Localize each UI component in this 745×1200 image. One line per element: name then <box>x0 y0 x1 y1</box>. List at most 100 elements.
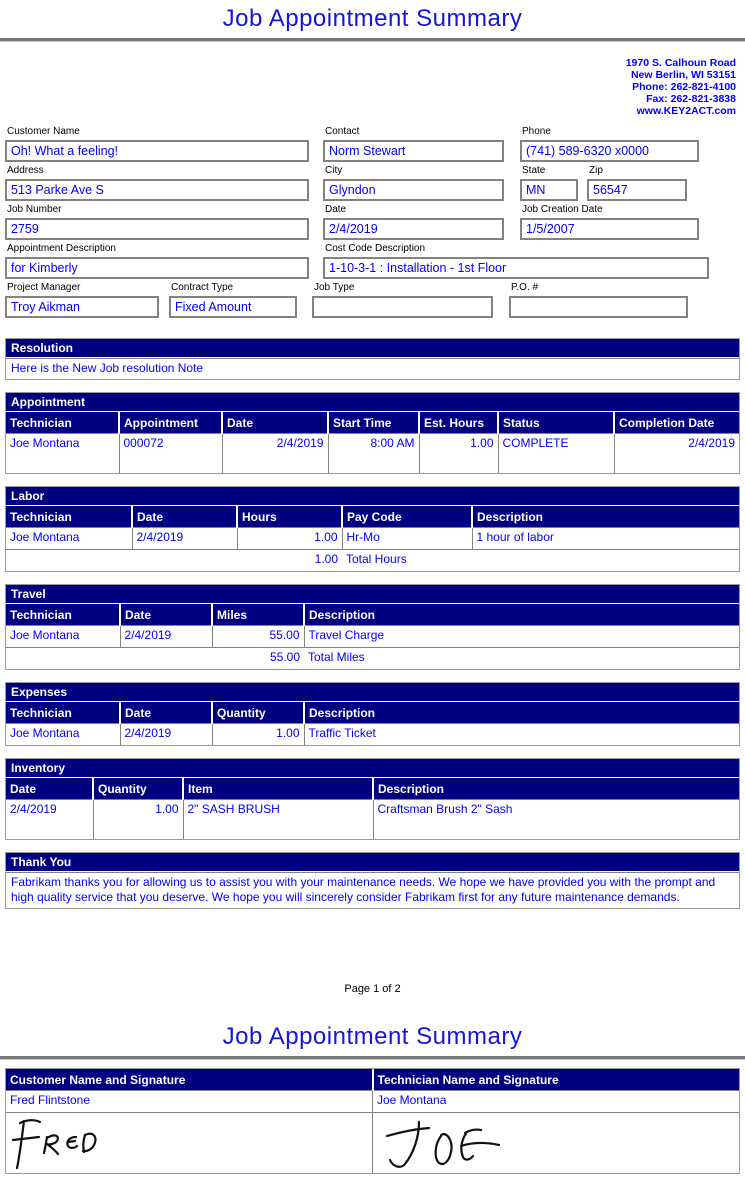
column-header: Customer Name and Signature <box>6 1069 374 1091</box>
field-label: City <box>325 165 343 176</box>
report-page-1: Job Appointment Summary 1970 S. Calhoun … <box>0 5 745 995</box>
travel-table: Technician Date Miles Description Joe Mo… <box>6 604 739 669</box>
field-cost-code-description: Cost Code Description 1-10-3-1 : Install… <box>323 243 709 279</box>
column-header: Description <box>472 506 739 528</box>
cell-date: 2/4/2019 <box>222 433 329 473</box>
form-row: Job Number 2759 Date 2/4/2019 Job Creati… <box>5 204 740 240</box>
column-header: Technician <box>6 604 121 626</box>
column-header: Description <box>304 702 739 724</box>
field-project-manager: Project Manager Troy Aikman <box>5 282 159 318</box>
table-header-row: Technician Date Quantity Description <box>6 702 739 724</box>
field-value-box <box>312 296 493 318</box>
table-header-row: Technician Date Miles Description <box>6 604 739 626</box>
column-header: Date <box>120 604 213 626</box>
field-label: Job Creation Date <box>522 204 603 215</box>
column-header: Miles <box>212 604 305 626</box>
table-row: 2/4/2019 1.00 2" SASH BRUSH Craftsman Br… <box>6 799 739 839</box>
column-header: Hours <box>237 506 343 528</box>
labor-section-header: Labor <box>6 487 739 506</box>
title-divider <box>0 38 745 42</box>
signature-table: Customer Name and Signature Technician N… <box>6 1069 739 1173</box>
inventory-section-header: Inventory <box>6 759 739 778</box>
appointment-section: Appointment Technician Appointment Date … <box>5 392 740 474</box>
company-phone: Phone: 262-821-4100 <box>632 81 736 93</box>
field-label: Date <box>325 204 347 215</box>
company-website: www.KEY2ACT.com <box>636 105 736 117</box>
field-value-box: MN <box>520 179 578 201</box>
column-header: Date <box>222 412 329 434</box>
field-value-box: 1/5/2007 <box>520 218 699 240</box>
column-header: Description <box>304 604 739 626</box>
table-total-row: 1.00 Total Hours <box>6 549 739 571</box>
field-value-box: Oh! What a feeling! <box>5 140 309 162</box>
cell-technician: Joe Montana <box>6 433 120 473</box>
field-city: City Glyndon <box>323 165 504 201</box>
column-header: Pay Code <box>342 506 473 528</box>
cell-start-time: 8:00 AM <box>328 433 420 473</box>
field-label: State <box>522 165 546 176</box>
field-contract-type: Contract Type Fixed Amount <box>169 282 297 318</box>
title-divider <box>0 1056 745 1060</box>
cell-quantity: 1.00 <box>212 723 305 745</box>
column-header: Technician <box>6 506 133 528</box>
field-label: Contact <box>325 126 360 137</box>
field-appointment-description: Appointment Description for Kimberly <box>5 243 309 279</box>
customer-name: Fred Flintstone <box>6 1090 373 1113</box>
field-customer-name: Customer Name Oh! What a feeling! <box>5 126 309 162</box>
table-header-row: Customer Name and Signature Technician N… <box>6 1069 739 1091</box>
field-label: Job Type <box>314 282 355 293</box>
total-hours-label: Total Hours <box>342 549 739 571</box>
column-header: Date <box>6 778 94 800</box>
company-address-line: 1970 S. Calhoun Road <box>625 57 736 69</box>
page-title: Job Appointment Summary <box>222 1023 523 1050</box>
column-header: Technician <box>6 702 121 724</box>
field-label: P.O. # <box>511 282 539 293</box>
page-number: Page 1 of 2 <box>344 983 401 995</box>
field-label: Phone <box>522 126 551 137</box>
form-row: Customer Name Oh! What a feeling! Contac… <box>5 126 740 162</box>
field-value-box: 1-10-3-1 : Installation - 1st Floor <box>323 257 709 279</box>
cell-pay-code: Hr-Mo <box>342 527 473 550</box>
job-info-form: Customer Name Oh! What a feeling! Contac… <box>5 126 740 318</box>
travel-section-header: Travel <box>6 585 739 604</box>
field-value-box: 513 Parke Ave S <box>5 179 309 201</box>
resolution-section: Resolution Here is the New Job resolutio… <box>5 338 740 380</box>
field-po-number: P.O. # <box>509 282 688 318</box>
field-value-box <box>509 296 688 318</box>
field-job-type: Job Type <box>312 282 493 318</box>
column-header: Date <box>120 702 213 724</box>
resolution-header: Resolution <box>6 339 739 358</box>
labor-table: Technician Date Hours Pay Code Descripti… <box>6 506 739 571</box>
cell-description: Craftsman Brush 2" Sash <box>373 799 739 839</box>
expenses-table: Technician Date Quantity Description Joe… <box>6 702 739 745</box>
cell-date: 2/4/2019 <box>132 527 238 550</box>
cell-miles: 55.00 <box>212 625 305 648</box>
cell-date: 2/4/2019 <box>120 625 213 648</box>
cell-quantity: 1.00 <box>93 799 184 839</box>
company-address-block: 1970 S. Calhoun Road New Berlin, WI 5315… <box>0 57 736 117</box>
field-label: Address <box>7 165 44 176</box>
form-row: Project Manager Troy Aikman Contract Typ… <box>5 282 740 318</box>
field-label: Contract Type <box>171 282 234 293</box>
page-title: Job Appointment Summary <box>222 5 523 32</box>
technician-signature-cell <box>372 1112 739 1173</box>
cell-completion-date: 2/4/2019 <box>614 433 739 473</box>
column-header: Appointment <box>119 412 223 434</box>
column-header: Description <box>373 778 739 800</box>
field-value-box: 2/4/2019 <box>323 218 504 240</box>
technician-signature-image <box>385 1120 501 1168</box>
table-row: Joe Montana 2/4/2019 1.00 Traffic Ticket <box>6 723 739 745</box>
table-header-row: Technician Appointment Date Start Time E… <box>6 412 739 434</box>
table-row: Joe Montana 2/4/2019 55.00 Travel Charge <box>6 625 739 648</box>
field-phone: Phone (741) 589-6320 x0000 <box>520 126 699 162</box>
appointment-table: Technician Appointment Date Start Time E… <box>6 412 739 473</box>
cell-est-hours: 1.00 <box>419 433 499 473</box>
company-fax: Fax: 262-821-3838 <box>646 93 736 105</box>
field-value-box: Glyndon <box>323 179 504 201</box>
field-value-box: 56547 <box>587 179 687 201</box>
field-value-box: Fixed Amount <box>169 296 297 318</box>
field-label: Appointment Description <box>7 243 116 254</box>
cell-date: 2/4/2019 <box>6 799 94 839</box>
signature-section: Customer Name and Signature Technician N… <box>5 1068 740 1174</box>
inventory-section: Inventory Date Quantity Item Description… <box>5 758 740 840</box>
